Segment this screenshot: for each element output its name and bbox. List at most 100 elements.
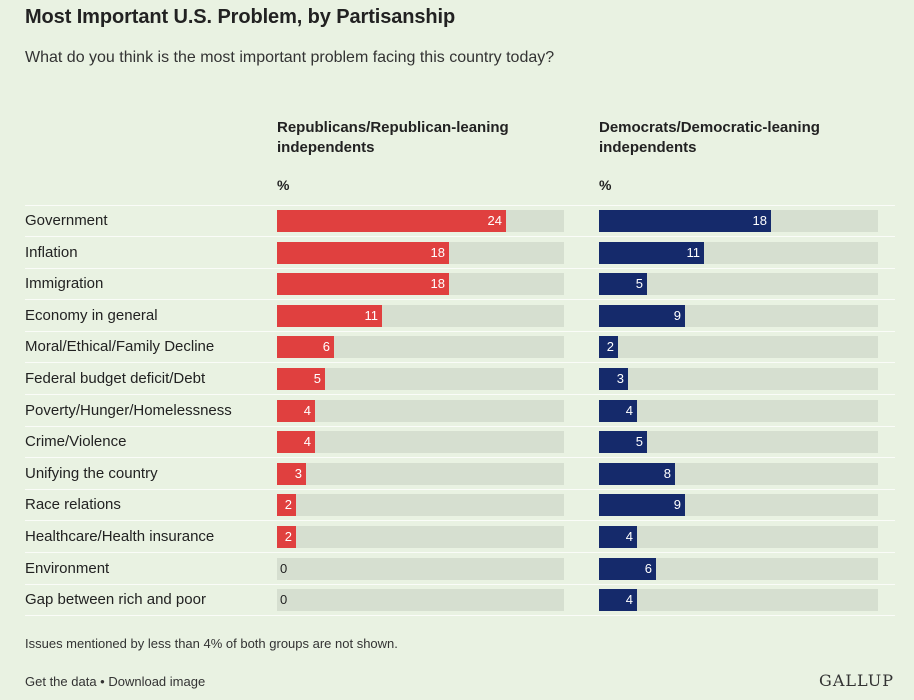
row-separator: [25, 299, 895, 300]
democrat-bar: [599, 400, 637, 422]
download-image-link[interactable]: Download image: [108, 674, 206, 689]
democrat-track: [599, 431, 878, 453]
chart-subtitle: What do you think is the most important …: [25, 49, 555, 66]
democrat-value-label: 2: [606, 339, 614, 354]
democrat-bar: [599, 589, 637, 611]
republican-value-label: 18: [430, 245, 445, 260]
category-label: Race relations: [25, 496, 121, 513]
republican-track: [277, 463, 564, 485]
republican-value-label: 11: [364, 308, 379, 323]
republican-value-label: 2: [284, 529, 292, 544]
democrat-track: [599, 368, 878, 390]
democrat-track: [599, 589, 878, 611]
republican-value-label: 6: [322, 339, 330, 354]
democrat-track: [599, 558, 878, 580]
democrat-bar: [599, 526, 637, 548]
republican-value-label: 4: [303, 434, 311, 449]
category-label: Unifying the country: [25, 465, 158, 482]
row-separator: [25, 426, 895, 427]
category-label: Moral/Ethical/Family Decline: [25, 338, 215, 355]
democrat-track: [599, 400, 878, 422]
republican-track: [277, 494, 564, 516]
footer-links: Get the data • Download image: [25, 674, 205, 689]
republican-value-label: 0: [280, 561, 288, 576]
republican-track: [277, 558, 564, 580]
democrat-unit-label: %: [599, 177, 612, 193]
row-separator: [25, 489, 895, 490]
row-separator: [25, 457, 895, 458]
row-separator: [25, 615, 895, 616]
row-separator: [25, 362, 895, 363]
category-label: Federal budget deficit/Debt: [25, 370, 206, 387]
row-separator: [25, 236, 895, 237]
democrat-value-label: 8: [663, 466, 671, 481]
republican-value-label: 5: [313, 371, 321, 386]
republican-track: [277, 400, 564, 422]
republican-track: [277, 336, 564, 358]
republican-bar: [277, 431, 315, 453]
category-label: Healthcare/Health insurance: [25, 528, 215, 545]
democrat-bar: [599, 558, 656, 580]
row-separator: [25, 394, 895, 395]
category-label: Environment: [25, 560, 110, 577]
republican-track: [277, 589, 564, 611]
democrat-bar: [599, 336, 618, 358]
republican-value-label: 24: [487, 213, 502, 228]
republican-bar: [277, 368, 325, 390]
republican-series-header: Republicans/Republican-leaning independe…: [277, 119, 509, 156]
row-separator: [25, 331, 895, 332]
democrat-value-label: 5: [635, 434, 643, 449]
republican-bar: [277, 273, 449, 295]
category-label: Gap between rich and poor: [25, 591, 206, 608]
chart-title: Most Important U.S. Problem, by Partisan…: [25, 6, 456, 28]
democrat-value-label: 4: [625, 529, 633, 544]
democrat-bar: [599, 210, 771, 232]
category-label: Inflation: [25, 244, 78, 261]
democrat-value-label: 4: [625, 592, 633, 607]
republican-value-label: 4: [303, 403, 311, 418]
row-separator: [25, 520, 895, 521]
democrat-bar: [599, 368, 628, 390]
democrat-bar: [599, 305, 685, 327]
republican-value-label: 18: [430, 276, 445, 291]
democrat-value-label: 9: [673, 308, 681, 323]
democrat-track: [599, 273, 878, 295]
get-data-link[interactable]: Get the data: [25, 674, 97, 689]
democrat-value-label: 4: [625, 403, 633, 418]
republican-bar: [277, 336, 334, 358]
row-separator: [25, 268, 895, 269]
category-label: Economy in general: [25, 307, 158, 324]
republican-unit-label: %: [277, 177, 290, 193]
category-label: Government: [25, 212, 108, 229]
republican-bar: [277, 494, 296, 516]
row-separator: [25, 552, 895, 553]
republican-value-label: 0: [280, 592, 288, 607]
republican-track: [277, 526, 564, 548]
republican-bar: [277, 305, 382, 327]
democrat-series-header: Democrats/Democratic-leaning independent…: [599, 119, 820, 156]
democrat-bar: [599, 242, 704, 264]
republican-bar: [277, 463, 306, 485]
republican-value-label: 3: [294, 466, 302, 481]
category-label: Immigration: [25, 275, 104, 292]
democrat-bar: [599, 494, 685, 516]
democrat-value-label: 18: [752, 213, 767, 228]
republican-bar: [277, 242, 449, 264]
republican-bar: [277, 210, 506, 232]
republican-value-label: 2: [284, 497, 292, 512]
republican-bar: [277, 526, 296, 548]
row-separator: [25, 205, 895, 206]
democrat-value-label: 11: [686, 245, 701, 260]
republican-bar: [277, 400, 315, 422]
democrat-bar: [599, 463, 675, 485]
democrat-track: [599, 336, 878, 358]
democrat-bar: [599, 431, 647, 453]
republican-track: [277, 368, 564, 390]
gallup-logo: GALLUP: [819, 671, 894, 690]
link-separator: •: [96, 674, 109, 689]
row-separator: [25, 584, 895, 585]
democrat-value-label: 3: [616, 371, 624, 386]
democrat-bar: [599, 273, 647, 295]
democrat-value-label: 6: [644, 561, 652, 576]
